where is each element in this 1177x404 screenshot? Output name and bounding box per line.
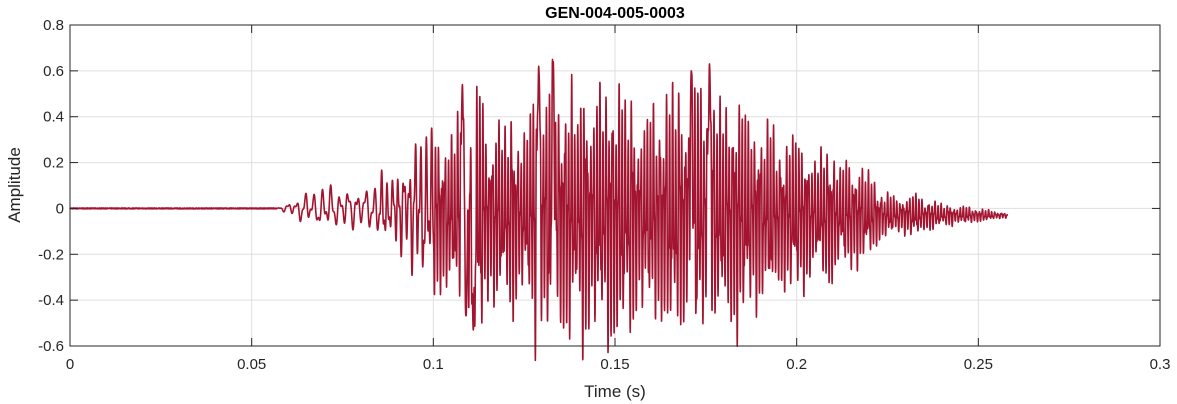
y-tick-label: -0.4 xyxy=(38,292,64,309)
x-tick-label: 0.25 xyxy=(964,356,993,373)
x-axis-label: Time (s) xyxy=(584,382,646,401)
chart-title: GEN-004-005-0003 xyxy=(545,5,685,22)
x-tick-label: 0.3 xyxy=(1150,356,1171,373)
y-tick-label: 0.6 xyxy=(43,63,64,80)
x-tick-label: 0 xyxy=(66,356,74,373)
y-tick-label: -0.2 xyxy=(38,246,64,263)
y-tick-label: 0.2 xyxy=(43,155,64,172)
y-axis-label: Amplitude xyxy=(5,147,24,223)
x-tick-label: 0.2 xyxy=(786,356,807,373)
y-axis-ticks: -0.6 -0.4 -0.2 0 0.2 0.4 0.6 0.8 xyxy=(38,17,1160,355)
y-tick-label: 0 xyxy=(56,200,64,217)
y-tick-label: 0.8 xyxy=(43,17,64,34)
x-axis-ticks: 0 0.05 0.1 0.15 0.2 0.25 0.3 xyxy=(66,25,1171,373)
y-tick-label: 0.4 xyxy=(43,109,64,126)
x-tick-label: 0.05 xyxy=(237,356,266,373)
waveform-series xyxy=(69,58,1009,362)
y-tick-label: -0.6 xyxy=(38,338,64,355)
waveform-line xyxy=(69,58,1009,362)
x-tick-label: 0.1 xyxy=(423,356,444,373)
x-tick-label: 0.15 xyxy=(600,356,629,373)
